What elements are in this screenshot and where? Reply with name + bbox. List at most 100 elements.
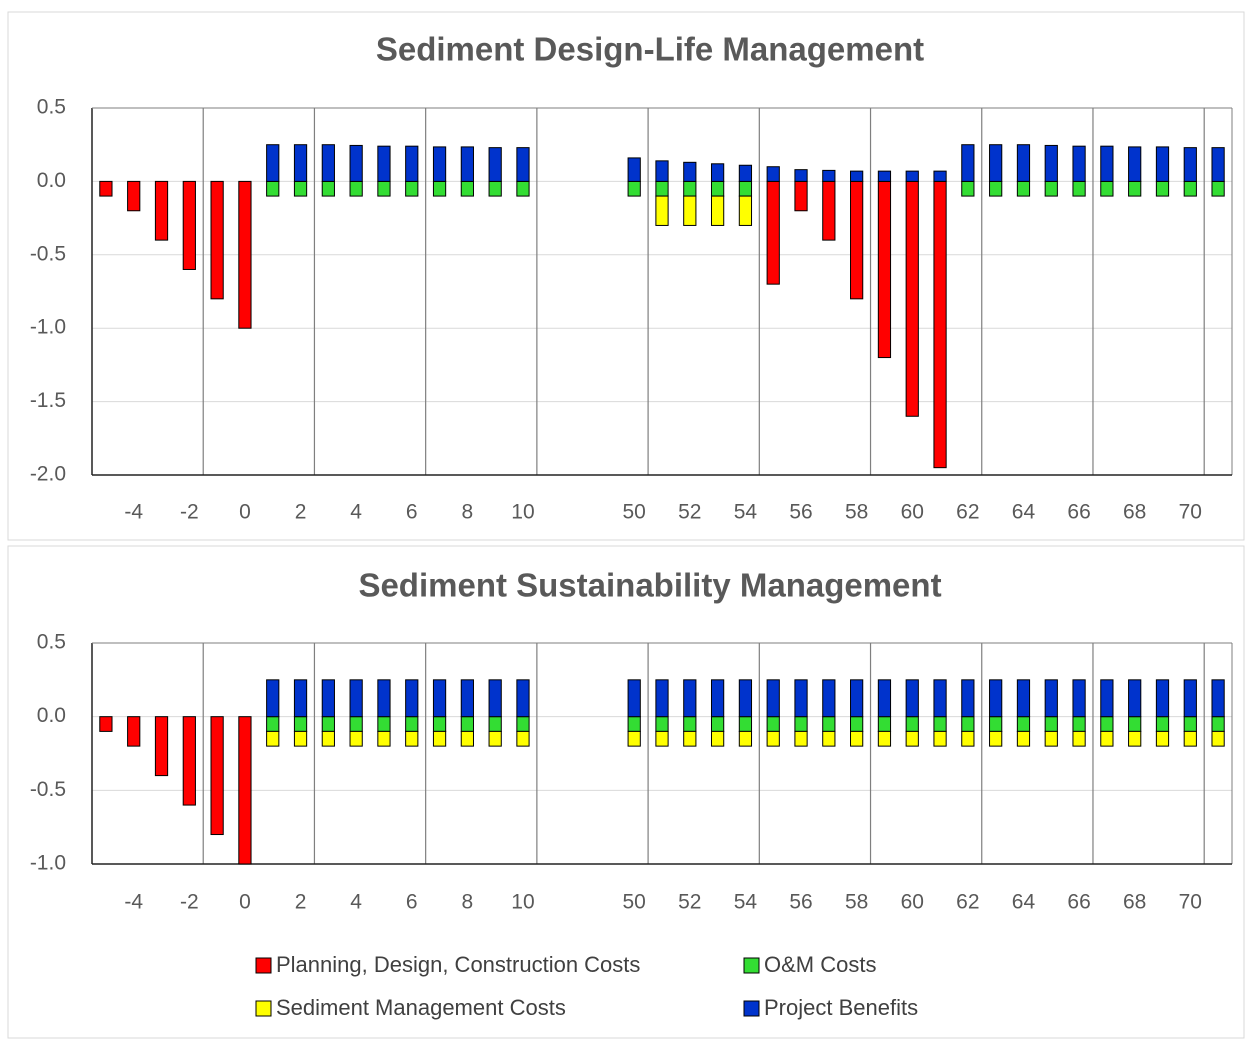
bar <box>1128 730 1142 747</box>
bar <box>683 161 697 182</box>
bar <box>905 180 919 417</box>
bar <box>766 716 780 732</box>
bar <box>822 716 836 732</box>
x-tick-label: 50 <box>623 891 646 914</box>
bar <box>738 180 753 197</box>
legend-swatch <box>743 1000 760 1017</box>
bar <box>516 716 530 732</box>
x-tick-label: 8 <box>462 501 474 524</box>
bar <box>432 679 447 718</box>
bar <box>1100 730 1114 747</box>
bar <box>1016 716 1031 732</box>
legend-label: Planning, Design, Construction Costs <box>276 952 640 977</box>
bar <box>961 716 975 732</box>
bar <box>822 180 836 241</box>
x-tick-label: 70 <box>1179 891 1202 914</box>
bar <box>349 730 363 747</box>
bar <box>293 144 308 182</box>
bar <box>877 170 892 182</box>
x-tick-label: 62 <box>956 501 979 524</box>
x-tick-label: 68 <box>1123 891 1146 914</box>
bar <box>1155 146 1170 182</box>
x-tick-label: 52 <box>678 891 701 914</box>
bar <box>933 730 947 747</box>
bar <box>738 730 753 747</box>
plot-area <box>92 643 1232 864</box>
y-tick-label: 0.5 <box>37 96 66 119</box>
x-tick-label: 4 <box>350 501 362 524</box>
bar <box>1016 730 1031 747</box>
bar <box>405 679 419 718</box>
bar <box>1044 730 1058 747</box>
bar <box>738 195 753 226</box>
bar <box>710 163 725 182</box>
legend-swatch <box>743 957 760 974</box>
bar <box>182 180 196 270</box>
bar <box>627 716 641 732</box>
bar <box>460 730 474 747</box>
bar <box>377 679 391 718</box>
bar <box>822 169 836 182</box>
bar <box>655 730 669 747</box>
bar <box>210 180 224 300</box>
x-tick-label: 0 <box>239 891 251 914</box>
x-tick-label: 64 <box>1012 891 1036 914</box>
bar <box>432 730 447 747</box>
bar <box>321 180 335 197</box>
bar <box>877 716 892 732</box>
bar <box>710 716 725 732</box>
bar <box>293 730 308 747</box>
bar <box>293 679 308 718</box>
bar <box>933 170 947 182</box>
bar <box>961 144 975 182</box>
x-tick-label: 56 <box>789 891 812 914</box>
bar <box>266 716 280 732</box>
bar <box>182 716 196 806</box>
bar <box>293 180 308 197</box>
bar <box>850 180 864 300</box>
bar <box>627 730 641 747</box>
bar <box>99 716 113 732</box>
bar <box>154 180 169 241</box>
bar <box>266 679 280 718</box>
bar <box>766 679 780 718</box>
bar <box>877 730 892 747</box>
bar <box>794 730 808 747</box>
x-tick-label: 62 <box>956 891 979 914</box>
bar <box>238 180 252 329</box>
bar <box>460 180 474 197</box>
bar <box>905 170 919 182</box>
bar <box>377 145 391 182</box>
bar <box>1044 144 1058 182</box>
bar <box>432 146 447 182</box>
bar <box>710 730 725 747</box>
bar <box>655 180 669 197</box>
bar <box>683 716 697 732</box>
bar <box>266 730 280 747</box>
bar <box>516 147 530 182</box>
bar <box>905 679 919 718</box>
bar <box>321 144 335 182</box>
bar <box>1155 716 1170 732</box>
bar <box>293 716 308 732</box>
bar <box>989 144 1003 182</box>
bar <box>1072 145 1086 182</box>
bar <box>1183 716 1197 732</box>
x-tick-label: 54 <box>734 891 758 914</box>
x-tick-label: 58 <box>845 501 868 524</box>
bar <box>850 730 864 747</box>
bar <box>349 144 363 182</box>
bar <box>266 180 280 197</box>
y-tick-label: -0.5 <box>30 778 66 801</box>
bar <box>377 716 391 732</box>
bar <box>794 679 808 718</box>
bar <box>961 730 975 747</box>
x-tick-label: 10 <box>511 891 534 914</box>
x-tick-label: 54 <box>734 501 758 524</box>
bar <box>488 180 502 197</box>
bar <box>349 180 363 197</box>
bar <box>989 679 1003 718</box>
bar <box>405 716 419 732</box>
bar <box>516 180 530 197</box>
bar <box>627 157 641 182</box>
